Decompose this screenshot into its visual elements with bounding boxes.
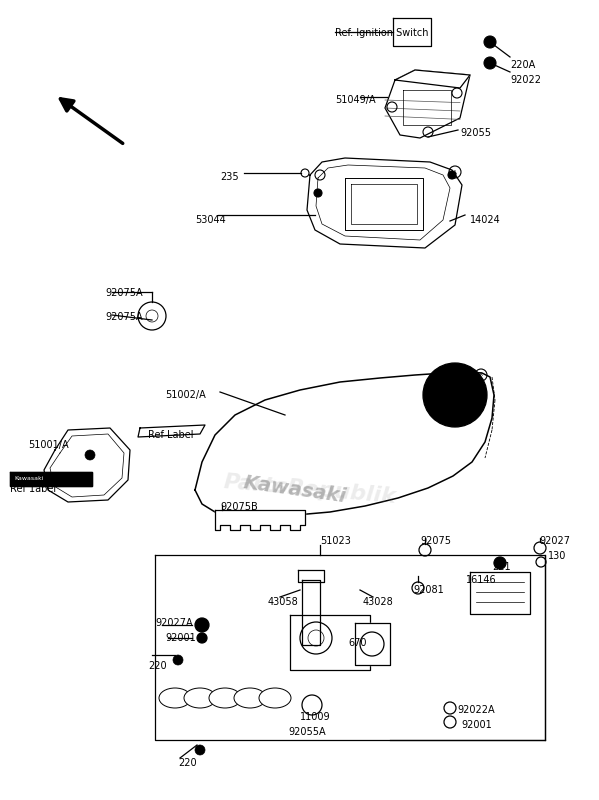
- Text: 92055A: 92055A: [288, 727, 326, 737]
- Ellipse shape: [184, 688, 216, 708]
- Polygon shape: [302, 580, 320, 645]
- Polygon shape: [44, 428, 130, 502]
- Text: Kawasaki: Kawasaki: [14, 476, 44, 481]
- Polygon shape: [470, 572, 530, 614]
- Ellipse shape: [159, 688, 191, 708]
- Text: A: A: [453, 170, 457, 174]
- Polygon shape: [345, 178, 423, 230]
- Text: Ref 1abel: Ref 1abel: [10, 484, 56, 494]
- Text: 235: 235: [220, 172, 238, 182]
- Circle shape: [423, 363, 487, 427]
- Polygon shape: [355, 623, 390, 665]
- Circle shape: [195, 745, 205, 755]
- Text: 670: 670: [348, 638, 367, 648]
- Ellipse shape: [209, 688, 241, 708]
- Text: 11009: 11009: [300, 712, 331, 722]
- Polygon shape: [138, 425, 205, 437]
- Polygon shape: [395, 70, 470, 88]
- Circle shape: [448, 171, 456, 179]
- Polygon shape: [195, 372, 494, 516]
- Text: 92001: 92001: [165, 633, 196, 643]
- Text: PartsRepublik: PartsRepublik: [223, 473, 397, 507]
- Text: 220A: 220A: [510, 60, 536, 70]
- Ellipse shape: [234, 688, 266, 708]
- Text: 92081: 92081: [413, 585, 444, 595]
- Text: 92027: 92027: [539, 536, 570, 546]
- Text: 92027A: 92027A: [155, 618, 193, 628]
- Circle shape: [195, 618, 209, 632]
- Circle shape: [197, 633, 207, 643]
- Text: 92075B: 92075B: [220, 502, 258, 512]
- Text: 51049/A: 51049/A: [335, 95, 376, 105]
- Text: 92055: 92055: [460, 128, 491, 138]
- Text: 92022: 92022: [510, 75, 541, 85]
- Text: Kawasaki: Kawasaki: [243, 474, 347, 506]
- Text: 92075A: 92075A: [105, 288, 143, 298]
- Text: Ref Label: Ref Label: [148, 430, 193, 440]
- Circle shape: [494, 557, 506, 569]
- Circle shape: [173, 655, 183, 665]
- Text: 92075A: 92075A: [105, 312, 143, 322]
- Text: 16146: 16146: [466, 575, 497, 585]
- Circle shape: [314, 189, 322, 197]
- Text: 43058: 43058: [268, 597, 299, 607]
- Text: 130: 130: [548, 551, 567, 561]
- Polygon shape: [393, 18, 431, 46]
- Text: 92001: 92001: [461, 720, 492, 730]
- Text: Ref. Ignition Switch: Ref. Ignition Switch: [335, 28, 428, 38]
- Text: 14024: 14024: [470, 215, 501, 225]
- Circle shape: [76, 476, 84, 484]
- Text: 220: 220: [148, 661, 167, 671]
- Ellipse shape: [259, 688, 291, 708]
- Text: 51002/A: 51002/A: [165, 390, 205, 400]
- Polygon shape: [10, 472, 92, 486]
- Text: 220: 220: [178, 758, 196, 768]
- Polygon shape: [385, 70, 470, 138]
- Text: 51023: 51023: [320, 536, 351, 546]
- Text: 92022A: 92022A: [457, 705, 495, 715]
- Polygon shape: [298, 570, 324, 582]
- Circle shape: [445, 387, 451, 393]
- Circle shape: [484, 36, 496, 48]
- Circle shape: [484, 57, 496, 69]
- Polygon shape: [307, 158, 462, 248]
- Text: 221: 221: [492, 562, 510, 572]
- Polygon shape: [155, 555, 545, 740]
- Text: A: A: [479, 373, 483, 378]
- Circle shape: [85, 450, 95, 460]
- Polygon shape: [215, 510, 305, 530]
- Text: 51001/A: 51001/A: [28, 440, 69, 450]
- Circle shape: [456, 395, 461, 401]
- Text: 92075: 92075: [420, 536, 451, 546]
- Text: 43028: 43028: [363, 597, 394, 607]
- Polygon shape: [290, 615, 370, 670]
- Text: 53044: 53044: [195, 215, 226, 225]
